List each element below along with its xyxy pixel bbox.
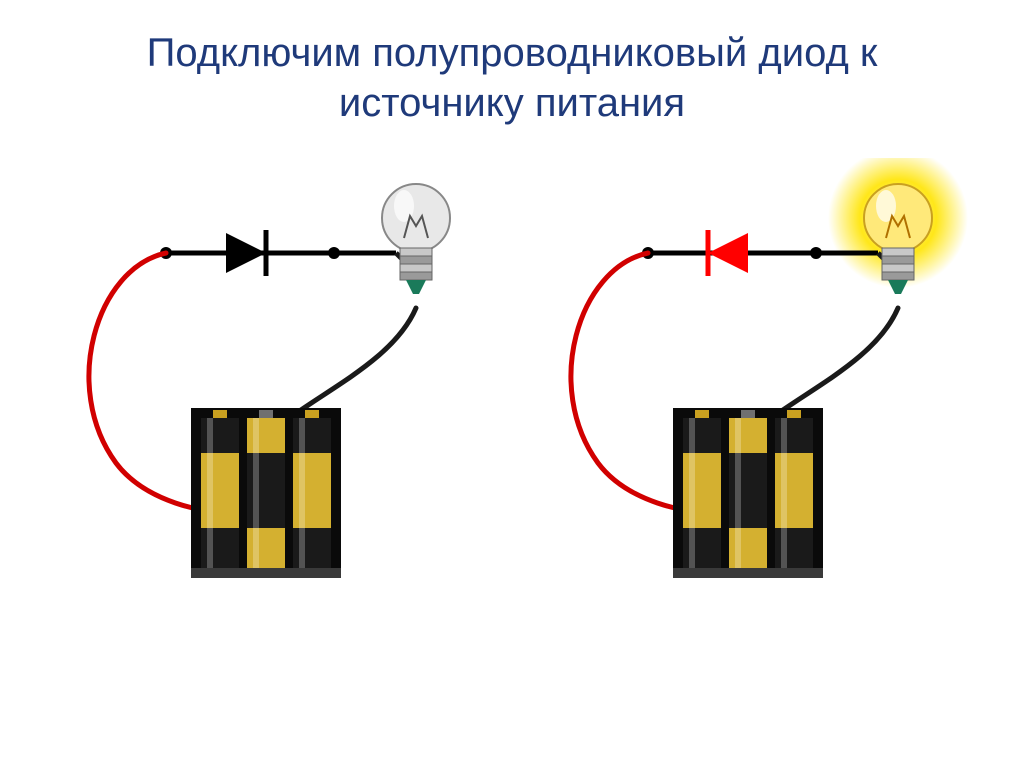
battery-pack-icon	[673, 408, 823, 578]
title-line-1: Подключим полупроводниковый диод к	[0, 28, 1024, 78]
circuit-forward-svg	[538, 158, 968, 578]
diode-icon	[708, 230, 748, 276]
diode-icon	[226, 230, 266, 276]
junction-right	[810, 247, 822, 259]
bulb-base	[400, 248, 432, 294]
bulb-base	[882, 248, 914, 294]
title-line-2: источнику питания	[0, 78, 1024, 128]
junction-right	[328, 247, 340, 259]
battery-pack-icon	[191, 408, 341, 578]
circuits-row	[0, 158, 1024, 578]
circuit-forward-bias	[538, 158, 968, 578]
bulb-off-icon	[382, 184, 450, 294]
circuit-reverse-svg	[56, 158, 486, 578]
page-title: Подключим полупроводниковый диод к источ…	[0, 0, 1024, 128]
circuit-reverse-bias	[56, 158, 486, 578]
